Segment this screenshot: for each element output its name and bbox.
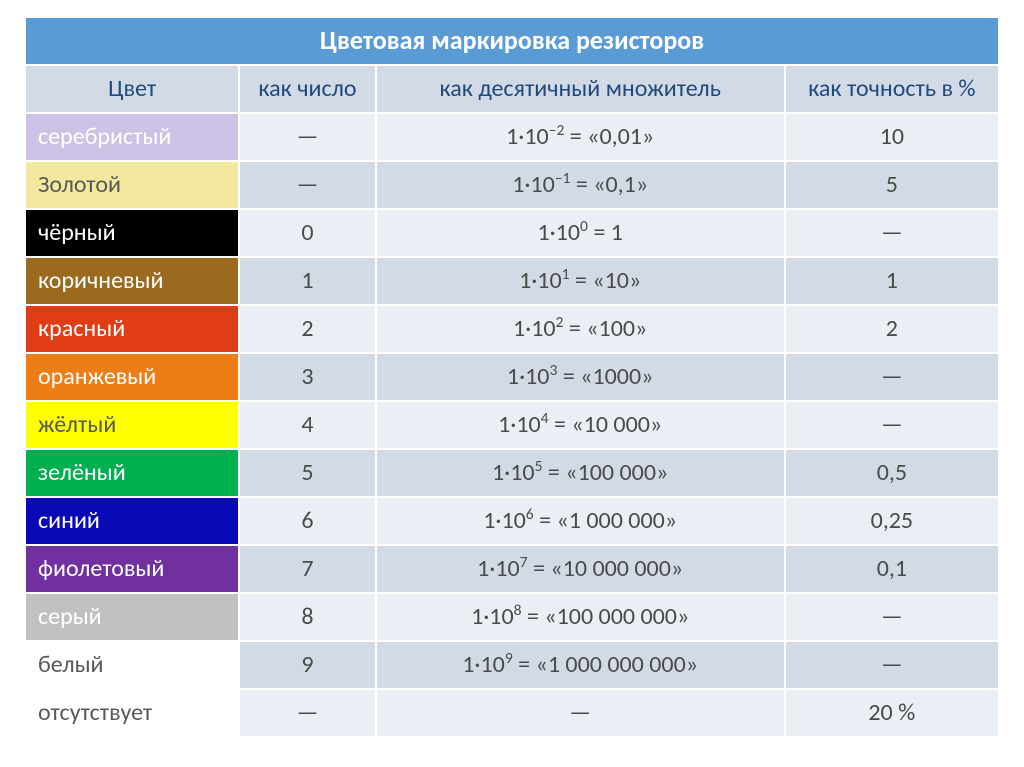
table-header-row: Цвет как число как десятичный множитель … — [25, 65, 999, 113]
tolerance-value: — — [785, 401, 999, 449]
table-row: серый81·108 = «100 000 000»— — [25, 593, 999, 641]
multiplier-value: 1·102 = «100» — [376, 305, 785, 353]
tolerance-value: 20 % — [785, 689, 999, 737]
color-swatch: фиолетовый — [25, 545, 239, 593]
multiplier-value: 1·109 = «1 000 000 000» — [376, 641, 785, 689]
multiplier-value: 1·104 = «10 000» — [376, 401, 785, 449]
tolerance-value: 0,5 — [785, 449, 999, 497]
table-row: красный21·102 = «100»2 — [25, 305, 999, 353]
multiplier-value: 1·106 = «1 000 000» — [376, 497, 785, 545]
table-row: коричневый11·101 = «10»1 — [25, 257, 999, 305]
digit-value: 0 — [239, 209, 375, 257]
tolerance-value: — — [785, 209, 999, 257]
col-color: Цвет — [25, 65, 239, 113]
table-row: отсутствует——20 % — [25, 689, 999, 737]
digit-value: 6 — [239, 497, 375, 545]
digit-value: 1 — [239, 257, 375, 305]
table-row: синий61·106 = «1 000 000»0,25 — [25, 497, 999, 545]
multiplier-value: 1·108 = «100 000 000» — [376, 593, 785, 641]
table-title: Цветовая маркировка резисторов — [25, 17, 999, 65]
tolerance-value: 0,25 — [785, 497, 999, 545]
col-multiplier: как десятичный множитель — [376, 65, 785, 113]
color-swatch: Золотой — [25, 161, 239, 209]
digit-value: 9 — [239, 641, 375, 689]
color-swatch: отсутствует — [25, 689, 239, 737]
table-row: зелёный51·105 = «100 000»0,5 — [25, 449, 999, 497]
multiplier-value: 1·10–2 = «0,01» — [376, 113, 785, 161]
col-tolerance: как точность в % — [785, 65, 999, 113]
digit-value: — — [239, 113, 375, 161]
color-swatch: синий — [25, 497, 239, 545]
table-row: фиолетовый71·107 = «10 000 000»0,1 — [25, 545, 999, 593]
multiplier-value: 1·103 = «1000» — [376, 353, 785, 401]
digit-value: — — [239, 689, 375, 737]
multiplier-value: 1·10–1 = «0,1» — [376, 161, 785, 209]
table-row: жёлтый41·104 = «10 000»— — [25, 401, 999, 449]
resistor-color-table: Цветовая маркировка резисторов Цвет как … — [24, 16, 1000, 738]
tolerance-value: 2 — [785, 305, 999, 353]
color-swatch: жёлтый — [25, 401, 239, 449]
color-swatch: серый — [25, 593, 239, 641]
table-title-row: Цветовая маркировка резисторов — [25, 17, 999, 65]
digit-value: 5 — [239, 449, 375, 497]
color-swatch: белый — [25, 641, 239, 689]
color-swatch: чёрный — [25, 209, 239, 257]
digit-value: 7 — [239, 545, 375, 593]
tolerance-value: 0,1 — [785, 545, 999, 593]
table-row: оранжевый31·103 = «1000»— — [25, 353, 999, 401]
multiplier-value: 1·100 = 1 — [376, 209, 785, 257]
tolerance-value: 1 — [785, 257, 999, 305]
color-swatch: серебристый — [25, 113, 239, 161]
color-swatch: красный — [25, 305, 239, 353]
tolerance-value: 10 — [785, 113, 999, 161]
table-row: Золотой—1·10–1 = «0,1»5 — [25, 161, 999, 209]
table-row: серебристый—1·10–2 = «0,01»10 — [25, 113, 999, 161]
table-row: чёрный01·100 = 1— — [25, 209, 999, 257]
digit-value: — — [239, 161, 375, 209]
multiplier-value: 1·101 = «10» — [376, 257, 785, 305]
digit-value: 4 — [239, 401, 375, 449]
col-digit: как число — [239, 65, 375, 113]
tolerance-value: 5 — [785, 161, 999, 209]
color-swatch: оранжевый — [25, 353, 239, 401]
digit-value: 8 — [239, 593, 375, 641]
tolerance-value: — — [785, 641, 999, 689]
multiplier-value: 1·107 = «10 000 000» — [376, 545, 785, 593]
multiplier-value: 1·105 = «100 000» — [376, 449, 785, 497]
multiplier-value: — — [376, 689, 785, 737]
digit-value: 3 — [239, 353, 375, 401]
color-swatch: коричневый — [25, 257, 239, 305]
table-row: белый91·109 = «1 000 000 000»— — [25, 641, 999, 689]
tolerance-value: — — [785, 353, 999, 401]
color-swatch: зелёный — [25, 449, 239, 497]
digit-value: 2 — [239, 305, 375, 353]
tolerance-value: — — [785, 593, 999, 641]
